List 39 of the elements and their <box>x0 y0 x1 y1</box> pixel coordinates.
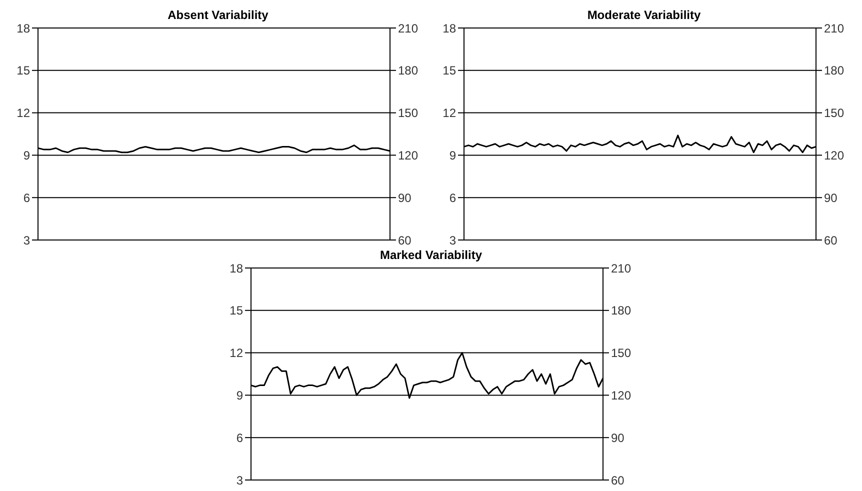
y2-tick-label: 90 <box>398 190 412 205</box>
y-tick-label: 9 <box>236 388 244 402</box>
y-tick-label: 6 <box>236 430 244 445</box>
y-tick-label: 6 <box>449 190 456 205</box>
y2-tick-label: 90 <box>824 190 838 205</box>
y-tick-label: 9 <box>23 148 30 162</box>
y-tick-label: 3 <box>449 233 456 248</box>
chart-title: Moderate Variability <box>586 8 702 22</box>
y2-tick-label: 150 <box>611 346 632 360</box>
y-tick-label: 12 <box>442 106 456 120</box>
y-tick-label: 12 <box>230 346 244 360</box>
y2-tick-label: 60 <box>824 233 838 248</box>
y2-tick-label: 120 <box>824 148 844 162</box>
y2-tick-label: 210 <box>611 261 632 276</box>
y-tick-label: 6 <box>23 190 30 205</box>
y2-tick-label: 60 <box>611 473 625 488</box>
y2-tick-label: 120 <box>611 388 632 402</box>
y-tick-label: 12 <box>16 106 30 120</box>
y-tick-label: 18 <box>16 21 30 36</box>
y-tick-label: 9 <box>449 148 456 162</box>
y2-tick-label: 210 <box>398 21 418 36</box>
y2-tick-label: 210 <box>824 21 844 36</box>
y2-tick-label: 150 <box>824 106 844 120</box>
chart-title: Marked Variability <box>378 248 484 262</box>
y2-tick-label: 180 <box>398 64 418 78</box>
y2-tick-label: 90 <box>611 430 625 445</box>
y2-tick-label: 180 <box>824 64 844 78</box>
y2-tick-label: 60 <box>398 233 412 248</box>
y2-tick-label: 180 <box>611 304 632 318</box>
y2-tick-label: 120 <box>398 148 418 162</box>
y-tick-label: 15 <box>230 304 244 318</box>
y-tick-label: 15 <box>16 64 30 78</box>
chart-title: Absent Variability <box>166 8 270 22</box>
y2-tick-label: 150 <box>398 106 418 120</box>
y-tick-label: 3 <box>23 233 30 248</box>
y-tick-label: 15 <box>442 64 456 78</box>
y-tick-label: 3 <box>236 473 244 488</box>
y-tick-label: 18 <box>230 261 244 276</box>
y-tick-label: 18 <box>442 21 456 36</box>
